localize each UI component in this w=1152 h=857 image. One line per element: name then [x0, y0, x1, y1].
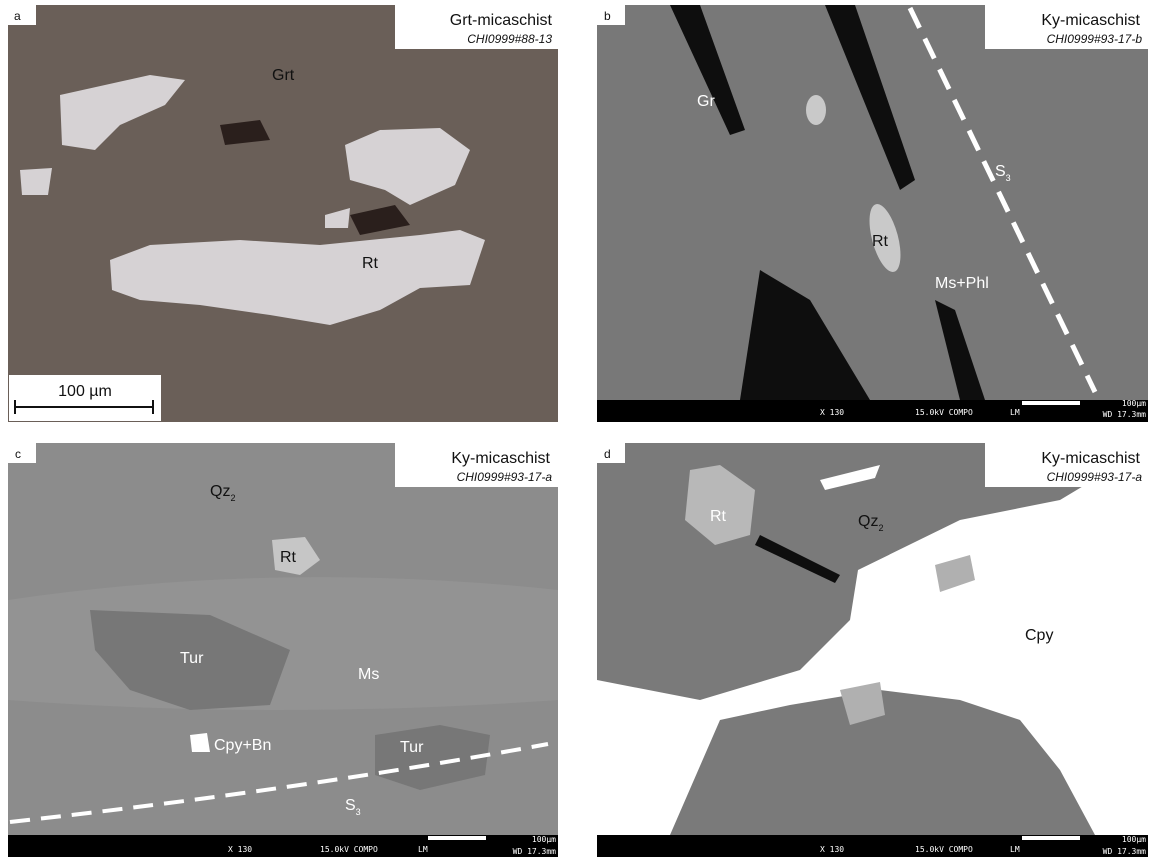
grain [820, 465, 880, 490]
mineral-label: Grt [272, 67, 295, 84]
title-box [395, 5, 558, 49]
title-box [395, 443, 558, 487]
letter-box [597, 5, 625, 25]
mineral-label: Rt [710, 508, 727, 525]
mineral-label: Gr [697, 93, 715, 110]
panel-d: X 130 15.0kV COMPO LM 100µm WD 17.3mm d … [597, 443, 1148, 857]
panel-letter: d [604, 447, 611, 461]
mineral-label: Rt [362, 255, 379, 272]
mineral-label: Tur [400, 739, 424, 756]
panel-title: Ky-micaschist [451, 450, 550, 467]
grain [806, 95, 826, 125]
mineral-label: S3 [345, 797, 361, 817]
sem-wd: WD 17.3mm [1103, 410, 1147, 419]
panel-letter: c [15, 447, 21, 461]
grain [869, 204, 901, 272]
grain [825, 5, 915, 190]
grain [375, 725, 490, 790]
panel-b: X 130 15.0kV COMPO LM 100µm WD 17.3mm b … [597, 5, 1148, 422]
sem-wd: WD 17.3mm [513, 847, 557, 856]
sem-footer [597, 400, 1148, 422]
mineral-label: Cpy [1025, 627, 1053, 644]
grain [840, 682, 885, 725]
sem-footer [8, 835, 558, 857]
mineral-label: Ms [358, 666, 379, 683]
panel-c: X 130 15.0kV COMPO LM 100µm WD 17.3mm c … [8, 443, 558, 857]
sample-id: CHI0999#93-17-a [457, 470, 553, 484]
scale-bar [1022, 401, 1080, 405]
scale-box [9, 375, 161, 421]
mineral-label: Tur [180, 650, 204, 667]
panel-letter: a [14, 9, 21, 23]
letter-box [8, 443, 36, 463]
sem-magnification: X 130 [228, 845, 252, 854]
grain [110, 230, 485, 325]
grain [670, 5, 745, 135]
crack [755, 535, 840, 583]
panel-title: Ky-micaschist [1041, 12, 1140, 29]
panel-title: Grt-micaschist [450, 12, 553, 29]
grain [685, 465, 755, 545]
sem-wd: WD 17.3mm [1103, 847, 1147, 856]
sample-id: CHI0999#93-17-b [1047, 32, 1143, 46]
mineral-label: Ms+Phl [935, 275, 989, 292]
sem-mode: LM [418, 845, 428, 854]
grain [740, 270, 870, 400]
inclusion [220, 120, 270, 145]
layer [8, 577, 558, 710]
panel-title: Ky-micaschist [1041, 450, 1140, 467]
sample-id: CHI0999#88-13 [467, 32, 552, 46]
grain [325, 208, 350, 228]
sem-voltage: 15.0kV COMPO [320, 845, 378, 854]
grain [272, 537, 320, 575]
panel-letter: b [604, 9, 611, 23]
sem-scale: 100µm [1122, 399, 1146, 408]
sample-id: CHI0999#93-17-a [1047, 470, 1143, 484]
mineral-label: Rt [872, 233, 889, 250]
mineral-label: Rt [280, 549, 297, 566]
mineral-label: Qz2 [210, 483, 235, 503]
sem-mode: LM [1010, 845, 1020, 854]
foliation-line [9, 742, 549, 824]
sem-voltage: 15.0kV COMPO [915, 845, 973, 854]
sem-mode: LM [1010, 408, 1020, 417]
mineral-label: Qz2 [858, 513, 883, 533]
panel-a: a Grt-micaschist CHI0999#88-13 Grt Rt 10… [8, 5, 558, 422]
letter-box [597, 443, 625, 463]
sem-magnification: X 130 [820, 845, 844, 854]
sem-scale: 100µm [1122, 835, 1146, 844]
letter-box [8, 5, 36, 25]
grain [20, 168, 52, 195]
grain [597, 460, 1148, 835]
sem-magnification: X 130 [820, 408, 844, 417]
sem-scale: 100µm [532, 835, 556, 844]
scale-label: 100 µm [58, 383, 112, 400]
title-box [985, 5, 1148, 49]
scale-bar [1022, 836, 1080, 840]
grain [190, 733, 210, 752]
title-box [985, 443, 1148, 487]
inclusion [350, 205, 410, 235]
scale-bar [14, 400, 154, 414]
grain [935, 555, 975, 592]
grain [345, 128, 470, 205]
sem-footer [597, 835, 1148, 857]
mineral-label: S3 [995, 163, 1011, 183]
sem-voltage: 15.0kV COMPO [915, 408, 973, 417]
grain [60, 75, 185, 150]
scale-bar [428, 836, 486, 840]
mineral-label: Cpy+Bn [214, 737, 271, 754]
grain [935, 300, 985, 400]
foliation-line [907, 6, 1098, 394]
micrograph [8, 5, 558, 422]
grain [90, 610, 290, 710]
